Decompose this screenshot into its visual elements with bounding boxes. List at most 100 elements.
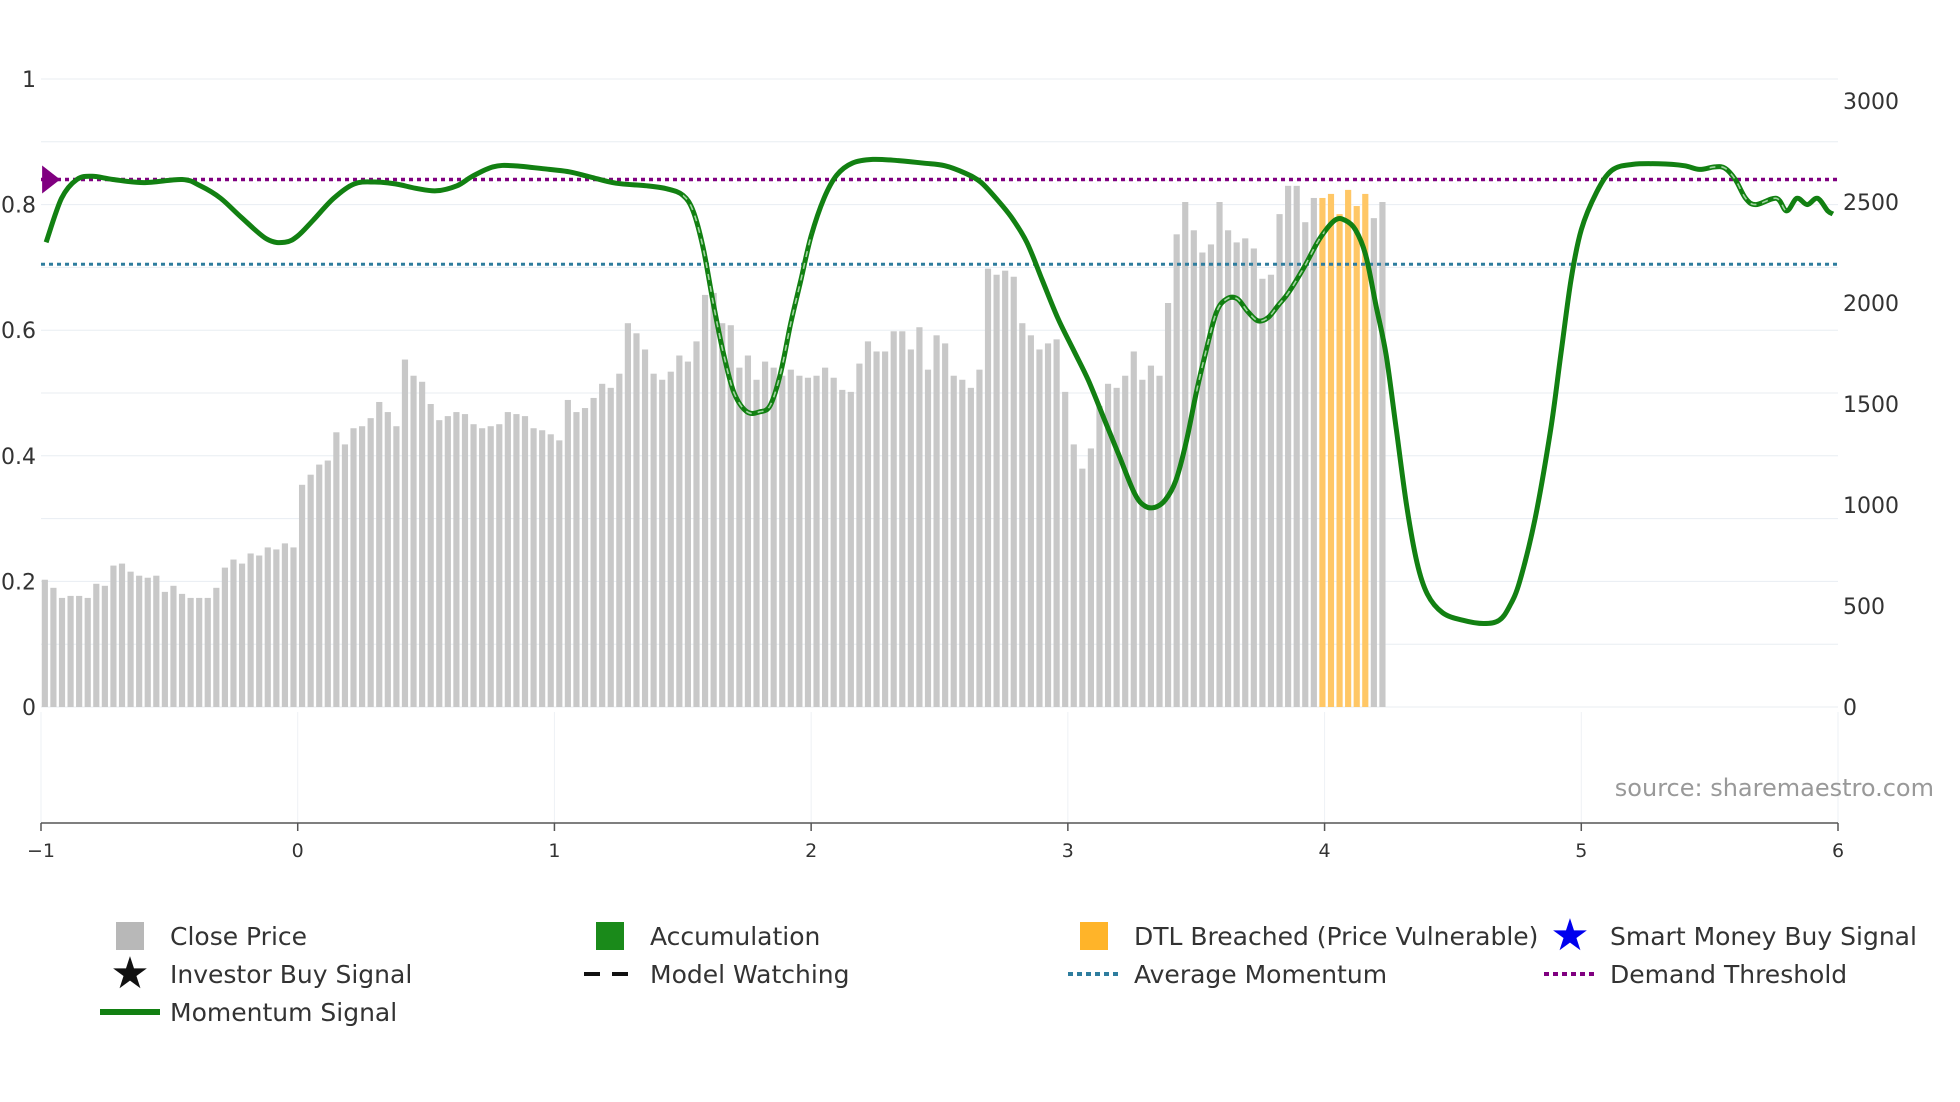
close-price-bar [1002, 270, 1009, 707]
right-tick-label: 500 [1843, 595, 1885, 620]
close-price-bar [822, 367, 829, 707]
right-tick-label: 2000 [1843, 292, 1899, 317]
close-price-bar [1242, 238, 1249, 708]
legend-label: Accumulation [650, 921, 821, 951]
close-price-bar [581, 408, 589, 707]
close-price-bar [298, 484, 306, 707]
close-price-bar [762, 361, 769, 707]
close-price-bar [1225, 230, 1232, 707]
close-price-bar [444, 416, 451, 707]
close-price-bar [178, 593, 186, 707]
close-price-bar [830, 377, 837, 707]
close-price-bar [1027, 335, 1034, 707]
close-price-bar [410, 375, 417, 707]
close-price-bar [744, 355, 752, 707]
close-price-bar [76, 595, 83, 707]
legend-label: DTL Breached (Price Vulnerable) [1134, 921, 1539, 951]
dtl-swatch-icon [1080, 922, 1108, 950]
reference-lines [41, 177, 1838, 266]
close-price-bar [1207, 244, 1215, 708]
close-price-bar [882, 351, 889, 707]
close-price-bar [67, 595, 74, 707]
close-price-bar [556, 440, 563, 707]
close-price-bar [856, 363, 863, 707]
right-tick-label: 3000 [1843, 90, 1899, 115]
close-price-bar [170, 585, 177, 707]
close-price-bar [1259, 278, 1266, 707]
close-price-bar [684, 361, 691, 707]
close-price-bar [204, 597, 211, 707]
close-price-bar [213, 587, 220, 707]
close-price-bar [187, 597, 194, 707]
source-note: source: sharemaestro.com [1615, 774, 1934, 802]
close-price-bar [50, 587, 57, 707]
close-price-bar [1285, 185, 1292, 708]
legend-close-price: Close Price [90, 920, 307, 952]
close-price-bar [599, 383, 606, 707]
close-price-bar [804, 377, 812, 707]
legend-label: Model Watching [650, 959, 850, 989]
dotted-purple-line-icon [1544, 972, 1598, 976]
legend-label: Investor Buy Signal [170, 959, 413, 989]
close-price-bar [693, 341, 700, 707]
close-price-bar [839, 389, 846, 707]
right-tick-label: 0 [1843, 696, 1857, 721]
x-tick-label: 2 [805, 840, 817, 862]
close-price-bar [1293, 185, 1300, 708]
close-price-bar [273, 549, 280, 707]
left-tick-label: 0.2 [1, 570, 36, 595]
close-price-bar [1079, 468, 1086, 707]
close-price-bar [924, 369, 932, 707]
left-tick-label: 0 [22, 696, 36, 721]
close-price-bar [736, 367, 743, 707]
close-price-bar [487, 426, 494, 707]
start-marker-icon [42, 165, 61, 194]
close-price-swatch-icon [116, 922, 144, 950]
close-price-bar [110, 565, 117, 707]
close-price-bar [967, 387, 974, 707]
x-tick-label: 4 [1319, 840, 1331, 862]
x-tick-label: 1 [548, 840, 560, 862]
close-price-bar [359, 426, 366, 707]
close-price-bar [521, 416, 529, 707]
close-price-bar [616, 373, 623, 707]
close-price-bar [530, 428, 537, 707]
close-price-bar [1019, 323, 1026, 707]
close-price-bar [787, 369, 794, 707]
close-price-bar [633, 333, 640, 707]
close-price-bar [281, 543, 289, 707]
dotted-line-icon [1068, 972, 1122, 976]
legend-model-watching: Model Watching [570, 958, 850, 990]
close-price-bar [384, 412, 391, 707]
close-price-bar [101, 585, 108, 707]
close-price-bar [256, 555, 263, 707]
momentum-signal-line [43, 156, 1835, 626]
close-price-bar [221, 567, 228, 707]
close-price-bar [1122, 375, 1129, 707]
close-price-bar [641, 349, 649, 707]
close-price-bar [350, 428, 357, 707]
close-price-bar [1310, 197, 1317, 707]
close-price-bar [479, 428, 486, 707]
close-price-bar [153, 575, 160, 707]
close-price-bar [1370, 218, 1377, 707]
dtl-bar [1353, 206, 1360, 708]
close-price-bar [547, 434, 554, 707]
close-price-bar [1164, 303, 1172, 707]
close-price-bar [993, 274, 1000, 707]
close-price-bar [341, 444, 349, 707]
close-price-bar [1096, 406, 1103, 707]
legend-label: Smart Money Buy Signal [1610, 921, 1917, 951]
left-tick-label: 0.6 [1, 319, 36, 344]
close-price-bar [196, 597, 203, 707]
close-price-bar [419, 381, 426, 707]
black-star-icon: ★ [110, 948, 150, 999]
legend-momentum-signal: Momentum Signal [90, 996, 397, 1028]
legend-investor-buy: ★ Investor Buy Signal [90, 948, 413, 999]
close-price-bar [118, 563, 126, 707]
close-price-bar [753, 379, 760, 707]
legend-average-momentum: Average Momentum [1054, 958, 1387, 990]
left-tick-label: 0.8 [1, 194, 36, 219]
x-tick-label: 5 [1575, 840, 1587, 862]
close-price-bar [667, 371, 674, 707]
